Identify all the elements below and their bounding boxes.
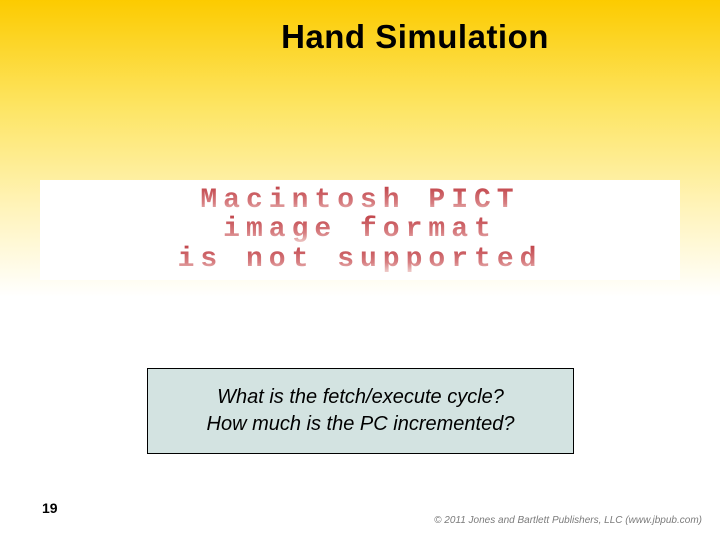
page-number: 19 <box>42 500 58 516</box>
question-line1: What is the fetch/execute cycle? <box>217 384 504 411</box>
pict-error-block: Macintosh PICT image format is not suppo… <box>40 180 680 280</box>
pict-error-line2: image format <box>40 215 680 244</box>
slide: Hand Simulation Macintosh PICT image for… <box>0 0 720 540</box>
slide-title: Hand Simulation <box>0 18 720 56</box>
copyright-text: © 2011 Jones and Bartlett Publishers, LL… <box>434 515 702 526</box>
question-box: What is the fetch/execute cycle? How muc… <box>147 368 574 454</box>
pict-error-line3: is not supported <box>40 245 680 274</box>
question-line2: How much is the PC incremented? <box>207 411 515 438</box>
pict-error-line1: Macintosh PICT <box>40 186 680 215</box>
